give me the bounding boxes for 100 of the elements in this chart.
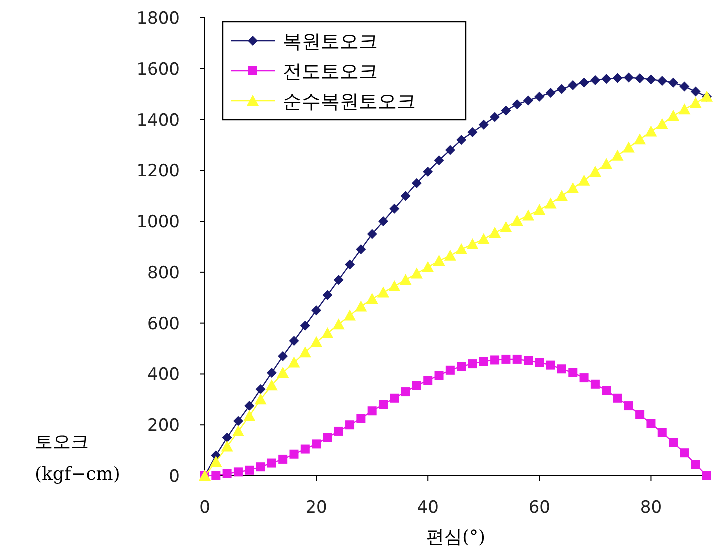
point — [390, 394, 400, 403]
point — [222, 432, 232, 443]
point — [534, 204, 546, 216]
x-tick-label: 0 — [200, 498, 210, 518]
point — [466, 238, 479, 250]
legend-label: 전도토오크 — [283, 61, 378, 83]
point — [368, 406, 377, 416]
point — [312, 440, 322, 449]
point — [378, 216, 388, 227]
point — [645, 126, 658, 137]
point — [256, 462, 266, 472]
point — [468, 128, 478, 138]
x-axis-title: 편심(°) — [426, 527, 486, 548]
y-tick-label: 1400 — [136, 110, 180, 131]
point — [423, 166, 434, 177]
point — [544, 198, 557, 209]
point — [556, 84, 567, 94]
y-tick-label: 1200 — [136, 162, 180, 182]
point — [556, 190, 568, 202]
point — [424, 376, 433, 386]
point — [300, 320, 310, 331]
point — [256, 384, 266, 394]
point — [422, 261, 434, 272]
point — [366, 293, 378, 304]
y-tick-label: 0 — [169, 467, 180, 487]
point — [622, 142, 635, 153]
point — [277, 366, 290, 378]
point — [388, 280, 401, 292]
point — [356, 414, 366, 424]
point — [636, 410, 645, 420]
point — [400, 274, 412, 286]
point — [245, 466, 254, 475]
point — [267, 458, 276, 468]
point — [312, 306, 322, 316]
point — [680, 82, 690, 92]
point — [702, 472, 712, 480]
point — [401, 388, 410, 397]
point — [534, 92, 545, 102]
point — [322, 290, 333, 300]
point — [266, 380, 278, 391]
point — [334, 275, 344, 286]
point — [310, 336, 323, 348]
point — [456, 135, 467, 146]
point — [288, 356, 300, 368]
point — [490, 356, 500, 365]
point — [567, 182, 580, 194]
point — [669, 438, 678, 448]
point — [345, 260, 356, 270]
point — [500, 221, 512, 232]
point — [355, 300, 368, 312]
point — [512, 100, 522, 110]
point — [468, 360, 478, 369]
point — [334, 426, 344, 436]
point — [412, 381, 422, 390]
point — [378, 400, 388, 410]
x-tick-label: 60 — [528, 498, 550, 518]
point — [502, 354, 511, 364]
point — [356, 244, 366, 255]
point — [501, 106, 512, 116]
point — [444, 250, 456, 261]
point — [490, 112, 500, 122]
point — [232, 425, 244, 436]
point — [323, 433, 332, 442]
point — [346, 420, 355, 430]
point — [456, 244, 468, 255]
point — [278, 351, 288, 362]
point — [212, 470, 221, 480]
point — [457, 362, 466, 372]
legend-label: 순수복원토오크 — [283, 91, 416, 113]
point — [344, 310, 356, 321]
point — [578, 174, 590, 186]
point — [612, 73, 623, 84]
y-tick-label: 400 — [148, 365, 180, 386]
point — [568, 80, 578, 90]
point — [278, 454, 288, 464]
point — [580, 374, 589, 383]
point — [377, 286, 390, 298]
point — [624, 72, 634, 83]
point — [690, 97, 702, 108]
point — [434, 155, 444, 166]
x-tick-label: 20 — [306, 498, 328, 518]
point — [590, 75, 600, 86]
point — [412, 178, 422, 188]
point — [535, 358, 544, 368]
point — [690, 86, 701, 97]
point — [445, 145, 456, 156]
point — [624, 402, 634, 411]
point — [680, 448, 690, 458]
point — [266, 368, 277, 378]
point — [646, 74, 656, 85]
point — [400, 191, 411, 202]
point — [602, 74, 612, 84]
point — [390, 204, 400, 214]
point — [656, 118, 668, 130]
point — [691, 460, 700, 470]
legend-label: 복원토오크 — [283, 31, 378, 53]
point — [289, 336, 300, 346]
y-tick-label: 1600 — [136, 60, 180, 80]
point — [634, 134, 646, 145]
point — [434, 370, 444, 380]
